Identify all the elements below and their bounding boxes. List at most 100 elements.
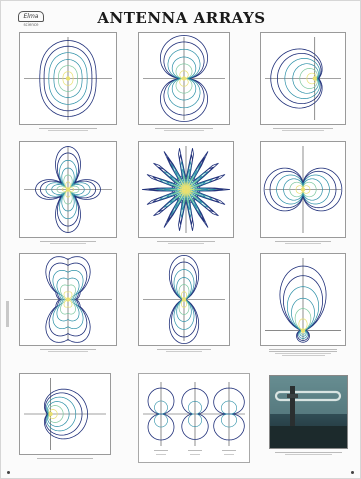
pattern-core (65, 297, 71, 302)
pattern-contour (60, 284, 76, 315)
pattern-core (181, 76, 187, 81)
polar-plot-10-graphic (24, 378, 106, 450)
pattern-core (48, 411, 53, 417)
polar-plot-10 (19, 373, 111, 455)
caption-line (281, 355, 325, 356)
caption-line (37, 458, 93, 459)
caption-line (275, 241, 331, 242)
dipole-caption-line (188, 450, 202, 451)
caption-line (155, 128, 213, 129)
caption-line (157, 241, 215, 242)
pattern-core (300, 328, 306, 333)
page-title: ANTENNA ARRAYS (97, 9, 266, 27)
polar-plot-11-graphic (143, 382, 245, 455)
pattern-core (65, 187, 71, 192)
caption-line (274, 452, 343, 453)
antenna-clamp (287, 394, 298, 398)
polar-plot-9-graphic (265, 258, 341, 343)
polar-plot-5-graphic (141, 146, 231, 233)
pattern-contour (163, 168, 209, 211)
dipole-caption-line (154, 450, 168, 451)
polar-plot-5 (138, 141, 234, 238)
pattern-contour (263, 167, 343, 212)
dipole-caption-line (222, 450, 236, 451)
polar-plot-11 (138, 373, 250, 463)
polar-plot-6 (260, 141, 346, 238)
polar-plot-6-graphic (263, 146, 343, 233)
pattern-contour (48, 262, 88, 337)
polar-plot-8 (138, 253, 230, 346)
pattern-contour (53, 59, 83, 98)
polar-plot-1-graphic (24, 37, 112, 120)
polar-plot-3 (260, 32, 346, 125)
pattern-contour (46, 396, 77, 432)
caption-line (274, 353, 332, 354)
dipole-pattern (188, 400, 202, 428)
dipole-pattern (220, 400, 238, 428)
publisher-logo: Elma science (17, 11, 45, 29)
pattern-core (181, 297, 187, 302)
dipole-caption-line (224, 454, 234, 455)
polar-plot-2 (138, 32, 230, 125)
pattern-contour (44, 392, 83, 436)
pattern-contour (56, 174, 80, 205)
pattern-contour (289, 181, 317, 198)
pattern-contour (62, 71, 74, 86)
pattern-contour (270, 48, 323, 109)
caption-line (165, 351, 203, 352)
polar-plot-3-graphic (265, 37, 341, 120)
pattern-contour (276, 174, 330, 205)
pattern-contour (284, 58, 321, 99)
caption-line (282, 130, 324, 131)
pattern-contour (156, 161, 216, 218)
plot-8-caption (138, 348, 230, 353)
pattern-contour (35, 146, 101, 233)
polar-plot-1 (19, 32, 117, 125)
caption-line (268, 349, 338, 350)
pattern-contour (299, 68, 318, 89)
caption-line (50, 243, 86, 244)
photo-sky (270, 376, 347, 414)
plot-10-caption (19, 457, 111, 460)
caption-line (39, 241, 97, 242)
pattern-contour (51, 167, 85, 212)
pattern-contour (58, 65, 78, 92)
pattern-contour (45, 256, 91, 343)
caption-line (48, 130, 88, 131)
antenna-photo (269, 375, 348, 449)
plot-6-caption (260, 240, 346, 245)
pattern-contour (43, 45, 93, 112)
pattern-contour (39, 152, 97, 227)
pattern-core (183, 187, 189, 192)
pattern-contour (170, 175, 202, 204)
plot-4-caption (19, 240, 117, 245)
polar-plot-2-graphic (143, 34, 225, 123)
pattern-contour (306, 72, 317, 85)
plot-5-caption (138, 240, 234, 245)
antenna-mast (290, 386, 295, 428)
pattern-contour (43, 388, 89, 440)
pattern-contour (61, 181, 75, 198)
plot-1-caption (19, 127, 117, 132)
pattern-contour (283, 178, 323, 201)
pattern-core (65, 76, 71, 81)
pattern-contour (52, 269, 84, 330)
pattern-contour (56, 277, 80, 322)
pattern-contour (39, 40, 97, 117)
photo-ground (270, 426, 347, 448)
caption-line (272, 128, 334, 129)
pattern-contour (269, 170, 337, 209)
antenna-photo-graphic (270, 376, 347, 448)
logo-mark: Elma (18, 11, 44, 22)
pattern-contour (48, 52, 88, 105)
pattern-contour (276, 52, 322, 104)
polar-plot-4 (19, 141, 117, 238)
pattern-contour (45, 159, 91, 220)
caption-line (167, 243, 205, 244)
polar-plot-9 (260, 253, 346, 346)
corner-dot (7, 471, 10, 474)
pattern-contour (148, 154, 224, 225)
pattern-contour (295, 185, 311, 194)
dipole-pattern (154, 400, 168, 428)
